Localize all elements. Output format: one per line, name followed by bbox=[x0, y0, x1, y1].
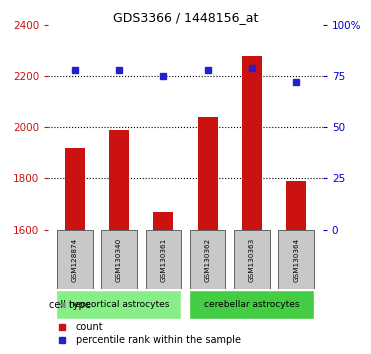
Text: GSM130362: GSM130362 bbox=[205, 237, 211, 281]
Text: GSM130363: GSM130363 bbox=[249, 237, 255, 281]
Text: GSM130361: GSM130361 bbox=[160, 237, 166, 281]
Bar bbox=[57, 230, 92, 289]
Bar bbox=[109, 130, 129, 230]
Text: count: count bbox=[76, 321, 103, 332]
Bar bbox=[190, 230, 225, 289]
Bar bbox=[234, 230, 270, 289]
Text: neocortical astrocytes: neocortical astrocytes bbox=[69, 300, 169, 309]
Bar bbox=[198, 117, 218, 230]
Bar bbox=[190, 291, 314, 319]
Bar bbox=[146, 230, 181, 289]
Text: cerebellar astrocytes: cerebellar astrocytes bbox=[204, 300, 300, 309]
Text: percentile rank within the sample: percentile rank within the sample bbox=[76, 335, 241, 346]
Bar bbox=[279, 230, 314, 289]
Title: GDS3366 / 1448156_at: GDS3366 / 1448156_at bbox=[113, 11, 258, 24]
Bar bbox=[286, 181, 306, 230]
Text: GSM130340: GSM130340 bbox=[116, 237, 122, 281]
Bar bbox=[101, 230, 137, 289]
Text: GSM130364: GSM130364 bbox=[293, 237, 299, 281]
Bar bbox=[57, 291, 181, 319]
Bar bbox=[242, 56, 262, 230]
Bar bbox=[153, 212, 173, 230]
Text: cell type: cell type bbox=[49, 300, 91, 310]
Bar bbox=[65, 148, 85, 230]
Text: GSM128874: GSM128874 bbox=[72, 237, 78, 281]
